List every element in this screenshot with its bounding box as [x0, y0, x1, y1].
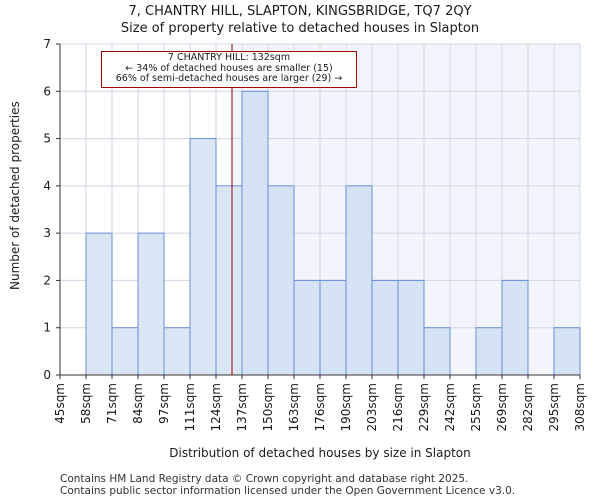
footer-line1: Contains HM Land Registry data © Crown c… [60, 473, 469, 485]
x-tick-label: 242sqm [443, 383, 457, 431]
annotation-line3: 66% of semi-detached houses are larger (… [115, 73, 343, 84]
histogram-bar [293, 279, 321, 376]
x-tick-label: 269sqm [495, 383, 509, 431]
x-tick-label: 163sqm [287, 383, 301, 431]
histogram-bar [85, 232, 113, 376]
histogram-bar [241, 90, 269, 376]
histogram-bar [345, 185, 373, 376]
x-tick-label: 84sqm [131, 383, 145, 424]
histogram-bar [163, 327, 191, 376]
x-tick-label: 282sqm [521, 383, 535, 431]
histogram-bar [501, 279, 529, 376]
chart-title-line2: Size of property relative to detached ho… [120, 21, 480, 36]
x-axis-label: Distribution of detached houses by size … [169, 446, 471, 460]
x-tick-label: 97sqm [157, 383, 171, 424]
y-tick-label: 4 [43, 179, 51, 193]
histogram-bar [215, 185, 243, 376]
y-tick-label: 2 [43, 273, 51, 287]
histogram-bar [267, 185, 295, 376]
y-tick-label: 3 [43, 226, 51, 240]
y-tick-label: 1 [43, 321, 51, 335]
x-tick-label: 190sqm [339, 383, 353, 431]
x-tick-label: 111sqm [183, 383, 197, 431]
histogram-bar [189, 138, 217, 376]
x-tick-label: 137sqm [235, 383, 249, 431]
x-tick-label: 124sqm [209, 383, 223, 431]
annotation-line1: 7 CHANTRY HILL: 132sqm [167, 52, 291, 63]
y-tick-label: 7 [43, 37, 51, 51]
x-tick-label: 71sqm [105, 383, 119, 424]
x-tick-label: 308sqm [573, 383, 587, 431]
histogram-bar [111, 327, 139, 376]
y-tick-label: 0 [43, 368, 51, 382]
histogram-bar [397, 279, 425, 376]
histogram-bar [553, 327, 581, 376]
histogram-bar [423, 327, 451, 376]
x-tick-label: 150sqm [261, 383, 275, 431]
histogram-bar [371, 279, 399, 376]
histogram-bar [319, 279, 347, 376]
x-tick-label: 176sqm [313, 383, 327, 431]
y-axis-label: Number of detached properties [8, 101, 22, 290]
y-tick-label: 5 [43, 132, 51, 146]
x-tick-label: 295sqm [547, 383, 561, 431]
footer-line2: Contains public sector information licen… [60, 485, 516, 497]
x-tick-label: 203sqm [365, 383, 379, 431]
x-tick-label: 216sqm [391, 383, 405, 431]
x-tick-label: 45sqm [53, 383, 67, 424]
x-tick-label: 229sqm [417, 383, 431, 431]
annotation-line2: ← 34% of detached houses are smaller (15… [125, 62, 333, 74]
chart-title-line1: 7, CHANTRY HILL, SLAPTON, KINGSBRIDGE, T… [128, 4, 472, 19]
histogram-bar [137, 232, 165, 376]
annotation-box: 7 CHANTRY HILL: 132sqm ← 34% of detached… [101, 51, 357, 88]
histogram-bar [475, 327, 503, 376]
x-tick-label: 255sqm [469, 383, 483, 431]
x-tick-label: 58sqm [79, 383, 93, 424]
y-tick-label: 6 [43, 84, 51, 98]
